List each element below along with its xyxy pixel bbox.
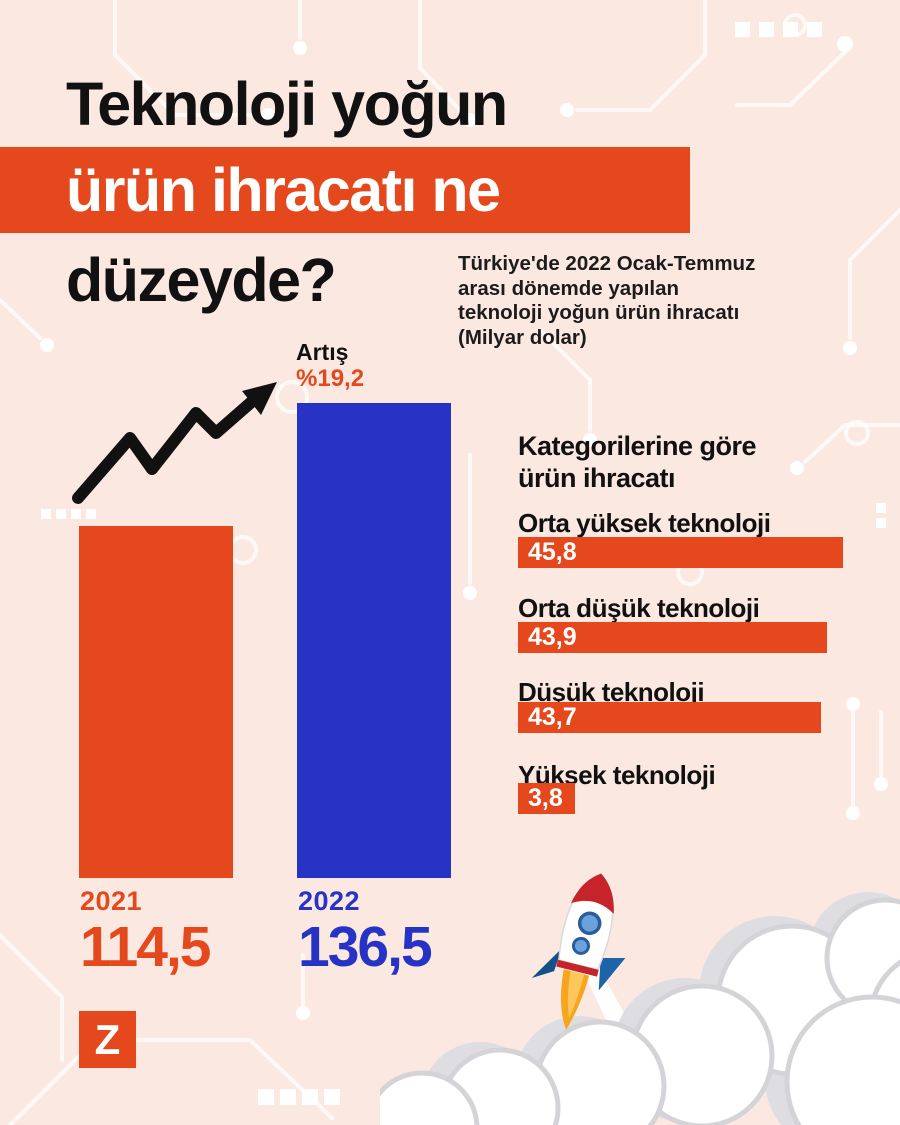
categories-panel: Kategorilerine göre ürün ihracatı Orta y… bbox=[518, 430, 863, 830]
category-bar: 43,7 bbox=[518, 702, 821, 733]
increase-value: %19,2 bbox=[296, 365, 365, 393]
rocket-clouds-illustration bbox=[380, 872, 900, 1125]
categories-heading-line1: Kategorilerine göre bbox=[518, 431, 757, 461]
year-legend-2021: 2021 114,5 bbox=[80, 886, 211, 979]
year-value: 136,5 bbox=[298, 915, 433, 979]
increase-label: Artış bbox=[296, 339, 349, 365]
page-title-line2: ürün ihracatı ne bbox=[66, 156, 501, 224]
category-bar: 45,8 bbox=[518, 537, 843, 568]
rocket-icon bbox=[531, 872, 626, 1030]
page-title-line1: Teknoloji yoğun bbox=[66, 70, 508, 138]
title-highlight-band: ürün ihracatı ne bbox=[0, 147, 690, 233]
year-bar-2021 bbox=[79, 526, 233, 878]
category-bar: 43,9 bbox=[518, 622, 827, 653]
growth-arrow-icon bbox=[72, 382, 277, 504]
z-logo-letter: Z bbox=[94, 1015, 121, 1063]
page-title-line3: düzeyde? bbox=[66, 246, 337, 314]
year-bar-2022 bbox=[297, 403, 451, 878]
year-label: 2021 bbox=[80, 886, 143, 916]
year-label: 2022 bbox=[298, 886, 361, 916]
category-label: Orta yüksek teknoloji bbox=[518, 508, 771, 538]
chart-subtitle: Türkiye'de 2022 Ocak-Temmuz arası dönemd… bbox=[458, 252, 756, 349]
categories-heading-line2: ürün ihracatı bbox=[518, 463, 676, 494]
year-value: 114,5 bbox=[80, 915, 211, 979]
year-legend-2022: 2022 136,5 bbox=[298, 886, 433, 979]
categories-heading: Kategorilerine göre ürün ihracatı bbox=[518, 430, 863, 495]
category-label: Orta düşük teknoloji bbox=[518, 593, 760, 623]
category-bar: 3,8 bbox=[518, 783, 575, 814]
z-logo: Z bbox=[79, 1011, 136, 1068]
cloud bbox=[380, 897, 900, 1125]
increase-annotation: Artış %19,2 bbox=[296, 339, 365, 394]
